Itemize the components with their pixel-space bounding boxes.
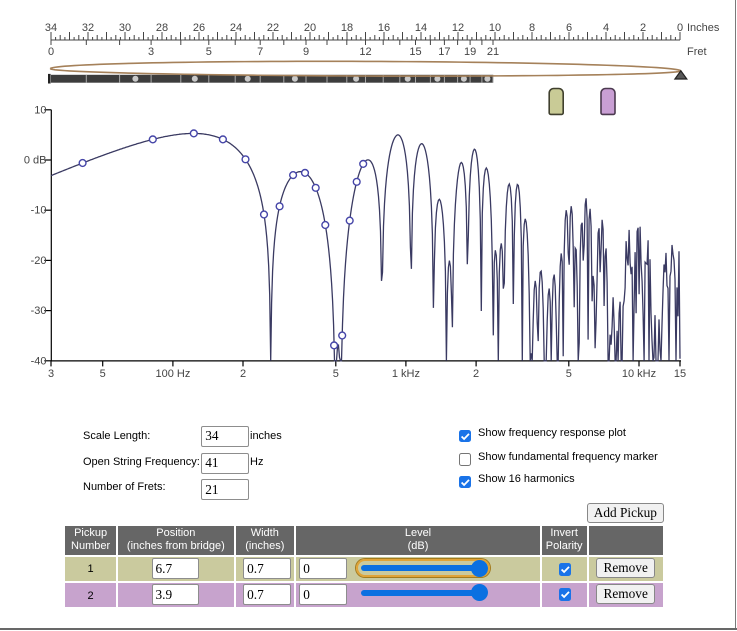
svg-text:9: 9	[303, 46, 309, 58]
svg-text:14: 14	[415, 22, 427, 34]
svg-text:-40: -40	[31, 355, 47, 367]
svg-text:21: 21	[487, 46, 499, 58]
svg-text:0: 0	[677, 22, 683, 34]
svg-text:15: 15	[409, 46, 421, 58]
svg-text:5: 5	[206, 46, 212, 58]
svg-text:8: 8	[529, 22, 535, 34]
svg-text:19: 19	[464, 46, 476, 58]
svg-text:3: 3	[148, 46, 154, 58]
svg-text:17: 17	[438, 46, 450, 58]
svg-text:22: 22	[267, 22, 279, 34]
svg-text:2: 2	[240, 368, 246, 380]
svg-text:2: 2	[473, 368, 479, 380]
svg-text:32: 32	[82, 22, 94, 34]
svg-text:-20: -20	[31, 255, 47, 267]
svg-text:4: 4	[603, 22, 609, 34]
svg-text:6: 6	[566, 22, 572, 34]
svg-text:12: 12	[359, 46, 371, 58]
svg-text:0 dB: 0 dB	[24, 155, 47, 167]
svg-text:24: 24	[230, 22, 242, 34]
svg-text:30: 30	[119, 22, 131, 34]
svg-text:5: 5	[100, 368, 106, 380]
svg-text:26: 26	[193, 22, 205, 34]
svg-text:12: 12	[452, 22, 464, 34]
svg-text:0: 0	[48, 46, 54, 58]
svg-text:1 kHz: 1 kHz	[392, 368, 420, 380]
svg-text:10 kHz: 10 kHz	[622, 368, 656, 380]
svg-text:10: 10	[34, 104, 46, 116]
svg-text:-30: -30	[31, 305, 47, 317]
svg-text:16: 16	[378, 22, 390, 34]
svg-text:-10: -10	[31, 205, 47, 217]
svg-text:100 Hz: 100 Hz	[155, 368, 190, 380]
svg-text:7: 7	[257, 46, 263, 58]
svg-text:5: 5	[333, 368, 339, 380]
svg-text:3: 3	[48, 368, 54, 380]
svg-text:20: 20	[304, 22, 316, 34]
svg-text:2: 2	[640, 22, 646, 34]
svg-text:15: 15	[674, 368, 686, 380]
svg-text:18: 18	[341, 22, 353, 34]
svg-text:5: 5	[566, 368, 572, 380]
svg-text:10: 10	[489, 22, 501, 34]
svg-text:34: 34	[45, 22, 57, 34]
svg-text:Inches: Inches	[687, 22, 720, 34]
svg-text:Fret: Fret	[687, 46, 707, 58]
svg-text:28: 28	[156, 22, 168, 34]
